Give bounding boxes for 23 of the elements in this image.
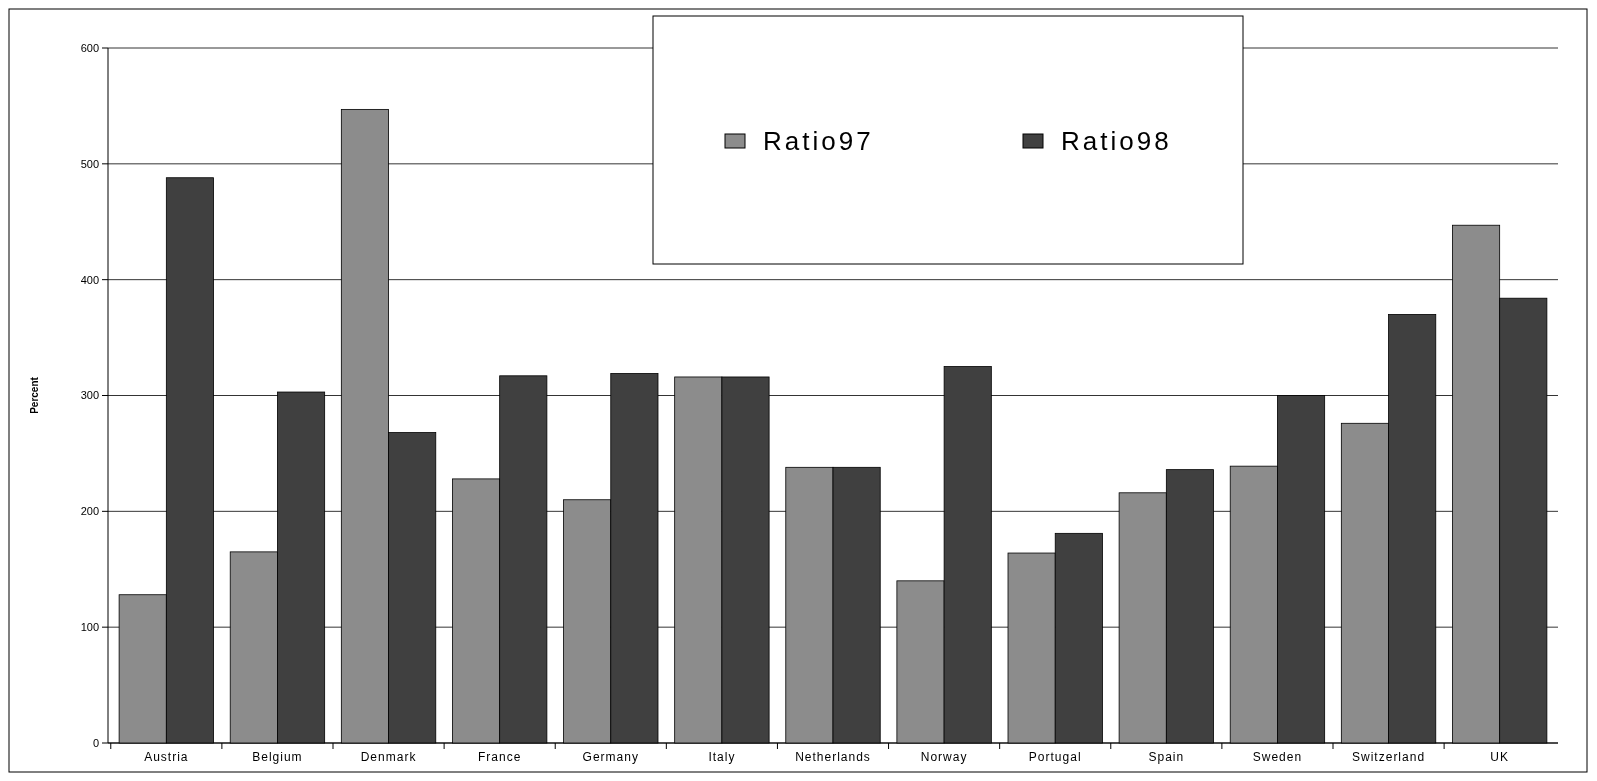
x-tick-label: Belgium	[252, 750, 303, 764]
x-tick-label: France	[477, 750, 522, 764]
legend-label: Ratio98	[1061, 126, 1172, 157]
y-tick-label: 400	[80, 273, 99, 286]
x-tick-label: Austria	[144, 750, 189, 764]
y-axis-title: Percent	[29, 376, 40, 414]
x-tick-label: Sweden	[1252, 750, 1303, 764]
x-tick-label: Portugal	[1028, 750, 1082, 764]
y-tick-label: 500	[80, 157, 99, 170]
y-tick-label: 600	[80, 41, 99, 54]
x-tick-label: Norway	[920, 750, 968, 764]
x-tick-label: UK	[1490, 750, 1509, 764]
x-tick-label: Spain	[1148, 750, 1185, 764]
legend-label: Ratio97	[763, 126, 874, 157]
x-tick-label: Italy	[708, 750, 736, 764]
y-tick-label: 200	[80, 505, 99, 518]
x-tick-label: Germany	[582, 750, 639, 764]
x-tick-label: Netherlands	[795, 750, 871, 764]
x-tick-label: Denmark	[360, 750, 417, 764]
y-tick-label: 100	[80, 621, 99, 634]
y-tick-label: 300	[80, 389, 99, 402]
x-tick-label: Switzerland	[1352, 750, 1426, 764]
y-tick-label: 0	[92, 736, 99, 749]
